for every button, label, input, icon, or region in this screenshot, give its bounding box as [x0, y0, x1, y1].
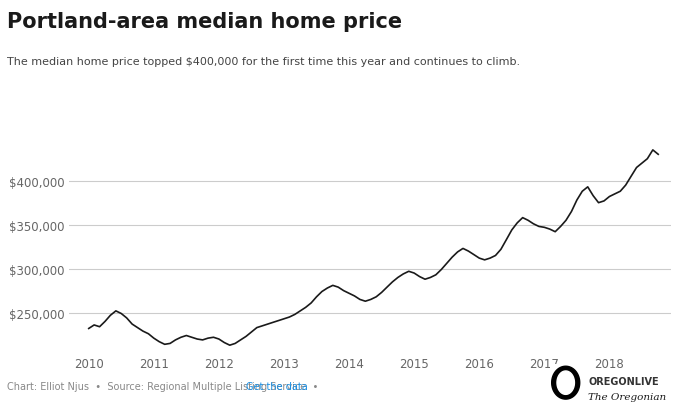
- Polygon shape: [552, 367, 580, 399]
- Text: Get the data: Get the data: [246, 381, 307, 391]
- Text: Chart: Elliot Njus  •  Source: Regional Multiple Listing Service  •: Chart: Elliot Njus • Source: Regional Mu…: [7, 381, 325, 391]
- Text: The median home price topped $400,000 for the first time this year and continues: The median home price topped $400,000 fo…: [7, 57, 520, 67]
- Polygon shape: [557, 371, 574, 394]
- Text: The Oregonian: The Oregonian: [588, 392, 666, 401]
- Text: Portland-area median home price: Portland-area median home price: [7, 12, 402, 32]
- Text: OREGONLIVE: OREGONLIVE: [588, 376, 659, 386]
